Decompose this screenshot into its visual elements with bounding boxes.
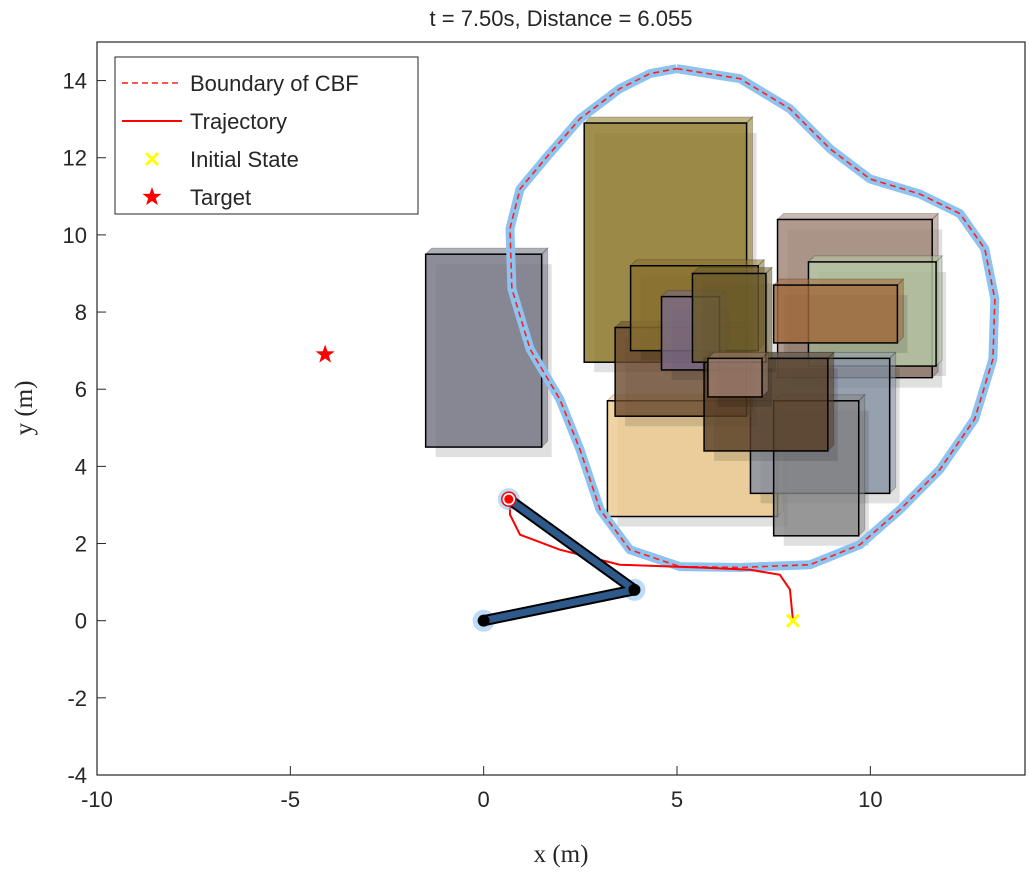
obstacle	[691, 272, 767, 363]
obstacle-top	[772, 278, 905, 286]
y-tick-label: 10	[63, 223, 87, 248]
legend-swatch	[144, 151, 160, 167]
target-marker	[315, 344, 335, 363]
obstacle-side	[761, 351, 769, 399]
obstacle-top	[424, 247, 549, 255]
x-tick-label: -10	[81, 787, 113, 812]
obstacle-side	[858, 393, 866, 538]
obstacle-top	[706, 351, 770, 359]
legend-label: Trajectory	[190, 109, 287, 134]
x-tick-label: 0	[478, 787, 490, 812]
legend-label: Boundary of CBF	[190, 71, 359, 96]
end-effector-dot	[504, 494, 514, 504]
x-tick-label: -5	[281, 787, 301, 812]
x-tick-label: 5	[671, 787, 683, 812]
legend: Boundary of CBF Trajectory Initial State Ta…	[114, 56, 419, 215]
x-axis-label: x (m)	[534, 841, 589, 868]
obstacle-top	[691, 266, 774, 274]
obstacle-side	[541, 246, 549, 449]
y-tick-label: 0	[75, 609, 87, 634]
legend-label: Target	[190, 185, 251, 210]
obstacle-top	[629, 259, 766, 267]
trajectory	[508, 497, 794, 621]
y-tick-label: 8	[75, 300, 87, 325]
y-tick-label: 2	[75, 532, 87, 557]
x-tick-label: 10	[858, 787, 882, 812]
obstacle-top	[807, 255, 944, 263]
obstacle	[707, 357, 763, 398]
y-tick-label: 12	[63, 146, 87, 171]
obstacle-side	[935, 254, 943, 368]
joint	[628, 583, 641, 596]
plot-area: -10 -5 0 5 10 -4 -2 0 2 4 6 8 10 12 14 Boundary of CBF T…	[63, 41, 1026, 812]
y-axis-label: y (m)	[11, 381, 38, 436]
y-tick-label: 14	[63, 69, 87, 94]
obstacle	[424, 253, 543, 448]
obstacle-side	[827, 351, 835, 453]
obstacle-side	[765, 266, 773, 364]
obstacle	[772, 284, 899, 344]
y-tick-label: 6	[75, 377, 87, 402]
legend-label: Initial State	[190, 147, 299, 172]
obstacle-side	[889, 351, 897, 495]
joint	[477, 614, 490, 627]
legend-swatch	[142, 187, 162, 206]
initial-state-marker	[785, 613, 801, 628]
cbf-boundary	[509, 67, 996, 569]
y-tick-label: -2	[67, 686, 87, 711]
obstacle-top	[776, 212, 940, 220]
obstacle-top	[582, 116, 754, 124]
axes-box	[96, 41, 1026, 776]
y-tick-label: 4	[75, 454, 87, 479]
obstacle-side	[896, 277, 904, 345]
chart-title: t = 7.50s, Distance = 6.055	[430, 6, 693, 31]
y-tick-label: -4	[67, 763, 87, 788]
